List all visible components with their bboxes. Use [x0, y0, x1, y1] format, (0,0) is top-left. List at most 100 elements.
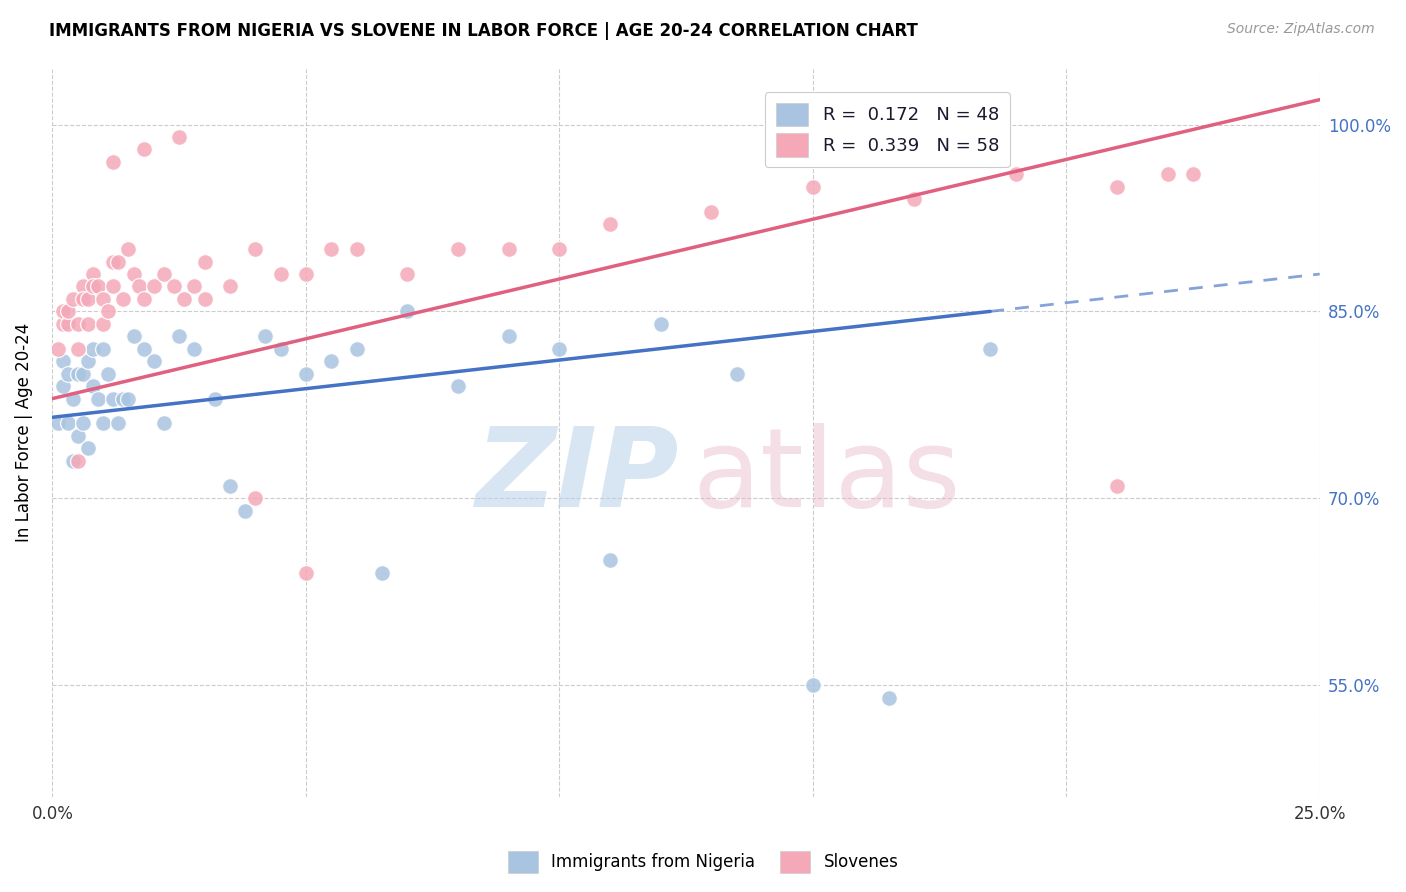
- Point: [650, 317, 672, 331]
- Point: [725, 367, 748, 381]
- Point: [193, 292, 215, 306]
- Point: [447, 242, 470, 256]
- Point: [1181, 168, 1204, 182]
- Point: [1156, 168, 1178, 182]
- Point: [218, 479, 240, 493]
- Point: [82, 342, 104, 356]
- Point: [877, 690, 900, 705]
- Point: [112, 292, 135, 306]
- Point: [56, 304, 79, 318]
- Point: [87, 279, 110, 293]
- Point: [801, 179, 824, 194]
- Point: [87, 392, 110, 406]
- Point: [132, 143, 155, 157]
- Point: [346, 342, 368, 356]
- Point: [142, 279, 165, 293]
- Point: [1105, 179, 1128, 194]
- Legend: Immigrants from Nigeria, Slovenes: Immigrants from Nigeria, Slovenes: [501, 845, 905, 880]
- Point: [218, 279, 240, 293]
- Point: [153, 267, 176, 281]
- Point: [52, 304, 75, 318]
- Point: [979, 342, 1001, 356]
- Point: [321, 354, 343, 368]
- Point: [346, 242, 368, 256]
- Point: [91, 342, 114, 356]
- Point: [103, 155, 125, 169]
- Point: [233, 504, 256, 518]
- Point: [66, 367, 89, 381]
- Point: [103, 392, 125, 406]
- Point: [82, 267, 104, 281]
- Point: [52, 379, 75, 393]
- Point: [82, 379, 104, 393]
- Point: [97, 304, 120, 318]
- Point: [396, 304, 419, 318]
- Text: atlas: atlas: [692, 423, 960, 530]
- Point: [183, 279, 205, 293]
- Point: [167, 329, 190, 343]
- Point: [153, 417, 176, 431]
- Point: [91, 292, 114, 306]
- Text: Source: ZipAtlas.com: Source: ZipAtlas.com: [1227, 22, 1375, 37]
- Point: [107, 254, 129, 268]
- Point: [142, 354, 165, 368]
- Point: [498, 242, 520, 256]
- Point: [254, 329, 277, 343]
- Point: [173, 292, 195, 306]
- Point: [548, 342, 571, 356]
- Point: [77, 354, 100, 368]
- Point: [447, 379, 470, 393]
- Point: [72, 367, 94, 381]
- Point: [72, 292, 94, 306]
- Point: [56, 417, 79, 431]
- Point: [396, 267, 419, 281]
- Point: [66, 429, 89, 443]
- Point: [56, 317, 79, 331]
- Point: [103, 279, 125, 293]
- Point: [46, 417, 69, 431]
- Point: [245, 242, 267, 256]
- Point: [183, 342, 205, 356]
- Point: [128, 279, 150, 293]
- Point: [295, 267, 318, 281]
- Point: [193, 254, 215, 268]
- Point: [1004, 168, 1026, 182]
- Point: [132, 342, 155, 356]
- Y-axis label: In Labor Force | Age 20-24: In Labor Force | Age 20-24: [15, 323, 32, 542]
- Point: [107, 417, 129, 431]
- Point: [46, 342, 69, 356]
- Point: [548, 242, 571, 256]
- Point: [66, 342, 89, 356]
- Point: [599, 553, 621, 567]
- Point: [62, 292, 84, 306]
- Point: [66, 454, 89, 468]
- Point: [270, 267, 292, 281]
- Point: [371, 566, 394, 580]
- Text: ZIP: ZIP: [477, 423, 679, 530]
- Point: [801, 678, 824, 692]
- Point: [132, 292, 155, 306]
- Point: [295, 566, 318, 580]
- Point: [167, 130, 190, 145]
- Legend: R =  0.172   N = 48, R =  0.339   N = 58: R = 0.172 N = 48, R = 0.339 N = 58: [765, 92, 1010, 168]
- Point: [122, 267, 145, 281]
- Point: [122, 329, 145, 343]
- Point: [77, 317, 100, 331]
- Point: [77, 292, 100, 306]
- Point: [204, 392, 226, 406]
- Point: [62, 454, 84, 468]
- Point: [270, 342, 292, 356]
- Point: [91, 417, 114, 431]
- Point: [321, 242, 343, 256]
- Point: [62, 392, 84, 406]
- Point: [903, 192, 925, 206]
- Point: [117, 392, 139, 406]
- Point: [700, 204, 723, 219]
- Point: [72, 417, 94, 431]
- Point: [103, 254, 125, 268]
- Point: [77, 442, 100, 456]
- Point: [112, 392, 135, 406]
- Point: [91, 317, 114, 331]
- Point: [599, 217, 621, 231]
- Point: [97, 367, 120, 381]
